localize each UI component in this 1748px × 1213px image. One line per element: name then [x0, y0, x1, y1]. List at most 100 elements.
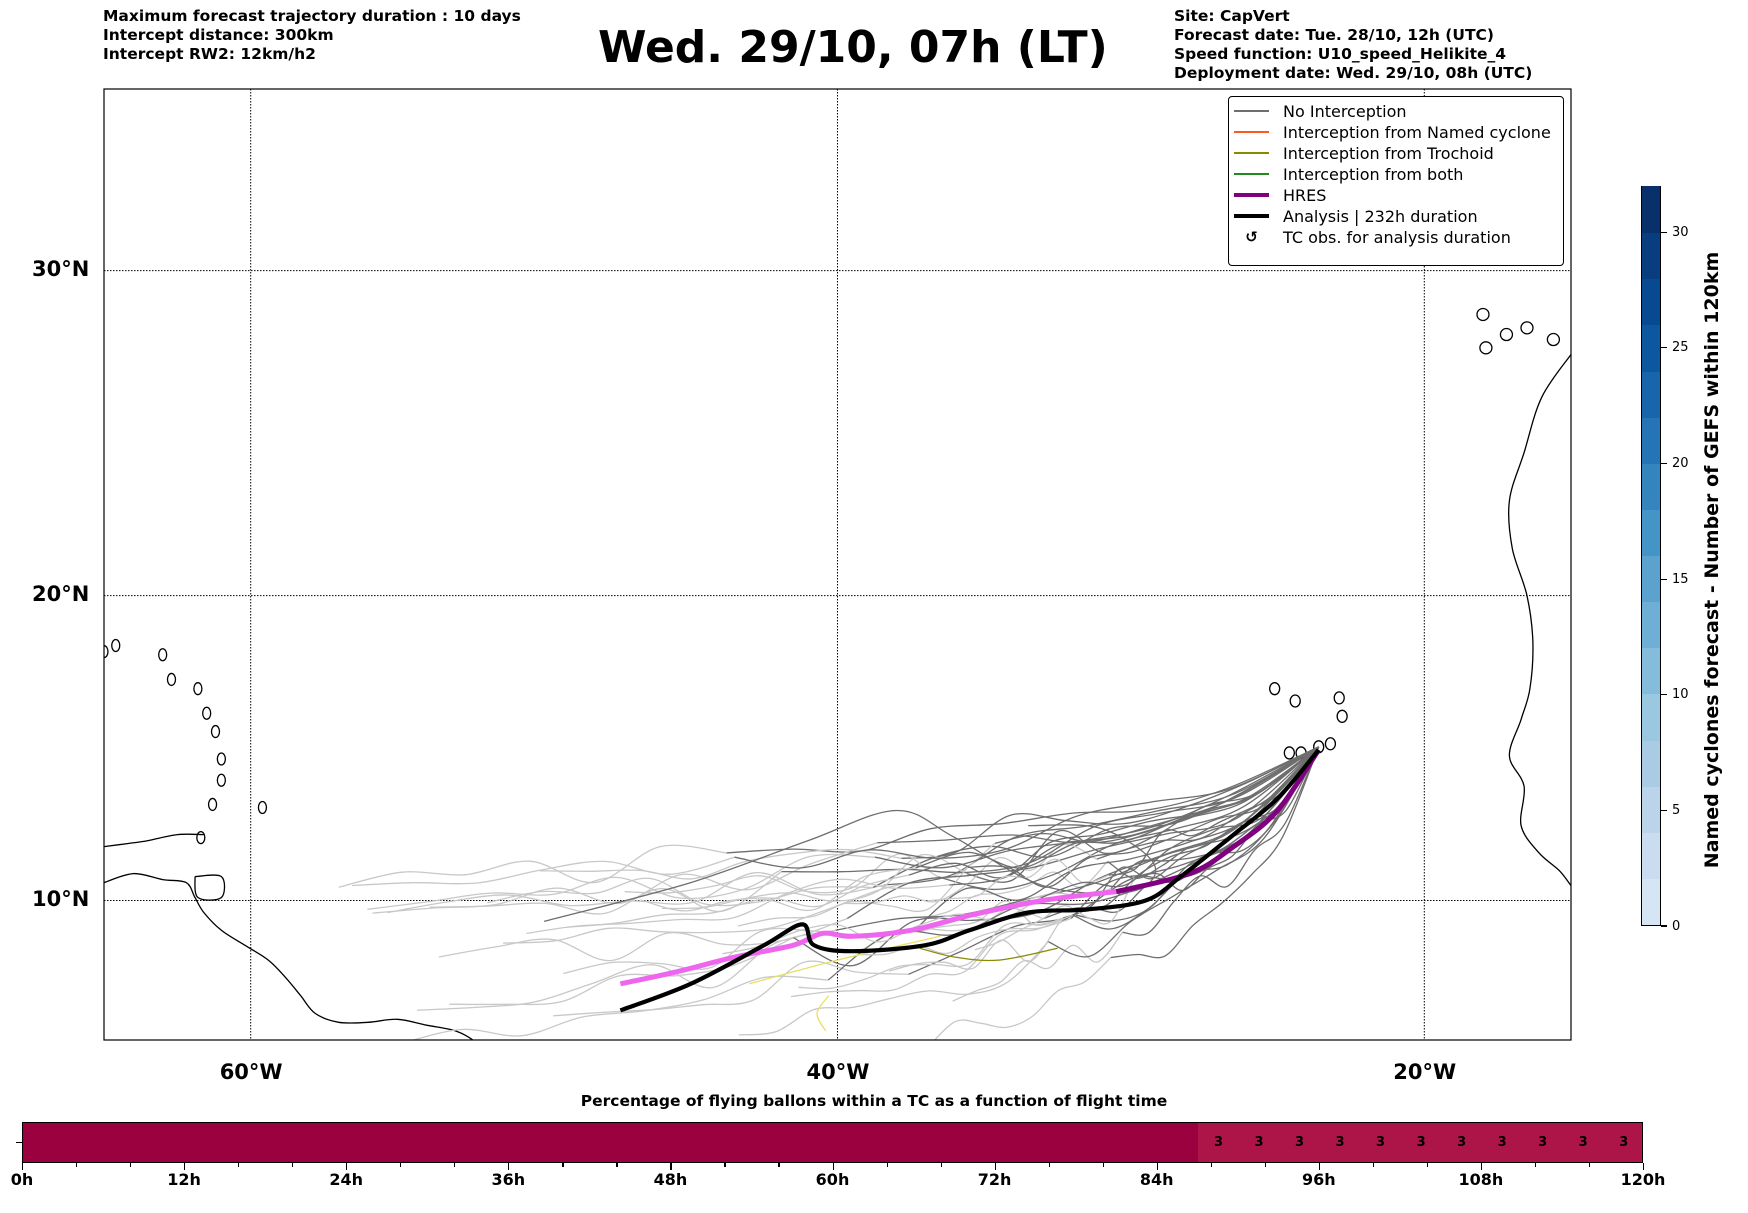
legend-swatch [1234, 152, 1269, 154]
colorbar-tick: 30 [1661, 225, 1689, 240]
lon-label: 60°W [219, 1060, 283, 1084]
time-bar-tick [22, 1163, 24, 1170]
colorbar-segment [1642, 877, 1660, 925]
ensemble-track-far [640, 874, 910, 912]
time-bar-value-label: 3 [1497, 1135, 1507, 1150]
colorbar-tick-label: 10 [1672, 687, 1689, 703]
hres-track-late [619, 889, 1117, 987]
time-bar-tick [400, 1163, 402, 1167]
canary-island [1594, 319, 1606, 331]
colorbar-tick-label: 0 [1672, 918, 1681, 934]
trochoid-track-light [816, 995, 830, 1032]
time-bar-tick [346, 1163, 348, 1170]
ensemble-track-near [734, 746, 1319, 869]
ensemble-track-far [738, 941, 1049, 1036]
canary-island [1499, 327, 1514, 342]
time-bar-value-label: 3 [1457, 1135, 1467, 1150]
legend-label: No Interception [1283, 101, 1407, 121]
colorbar-segment [1642, 554, 1660, 603]
deployment-date-text: Deployment date: Wed. 29/10, 08h (UTC) [1174, 64, 1533, 82]
colorbar-tick-label: 25 [1672, 340, 1689, 356]
time-bar-tick [778, 1163, 780, 1167]
time-bar-tick [1643, 1163, 1645, 1170]
analysis-track [619, 748, 1321, 1013]
forecast-parameters: Maximum forecast trajectory duration : 1… [103, 7, 521, 64]
colorbar-tick: 15 [1661, 572, 1689, 587]
colorbar-segment [1642, 508, 1660, 556]
island [193, 682, 203, 696]
ensemble-track-near [835, 746, 1320, 931]
ensemble-track-far [449, 937, 794, 1006]
legend-item: Interception from Named cyclone [1229, 121, 1551, 143]
cape-verde-island [1333, 691, 1345, 705]
ensemble-track-far [924, 860, 1108, 919]
intercept-distance-text: Intercept distance: 300km [103, 26, 334, 44]
ensemble-track-near [874, 746, 1320, 869]
legend-item: HRES [1229, 184, 1326, 206]
ensemble-track-near [1110, 746, 1320, 959]
time-bar-tick [994, 1163, 996, 1170]
lon-label: 40°W [806, 1060, 870, 1084]
time-bar-tick [1264, 1163, 1266, 1167]
map-legend: No Interception Interception from Named c… [1228, 96, 1564, 266]
legend-line-icon [1234, 193, 1269, 197]
time-bar-tick [832, 1163, 834, 1170]
legend-item: No Interception [1229, 100, 1407, 122]
legend-line-icon [1234, 110, 1269, 112]
legend-label: Interception from both [1283, 164, 1464, 184]
ensemble-track-far [351, 856, 735, 887]
time-bar-tick-label: 36h [491, 1170, 526, 1189]
legend-label: HRES [1283, 185, 1327, 205]
colorbar-segment [1642, 739, 1660, 787]
time-bar-tick [1210, 1163, 1212, 1167]
cape-verde-island [1336, 709, 1348, 723]
time-bar-tick-label: 60h [815, 1170, 850, 1189]
ensemble-loop-track [543, 809, 1157, 923]
time-bar-tick-label: 48h [653, 1170, 688, 1189]
time-bar-tick [1426, 1163, 1429, 1167]
ensemble-track-near [846, 746, 1320, 920]
legend-swatch [1234, 214, 1269, 218]
time-bar-title: Percentage of flying ballons within a TC… [580, 1092, 1168, 1110]
ensemble-track-far [933, 957, 1112, 1040]
island [202, 706, 212, 720]
colorbar-segment [1642, 785, 1660, 833]
ensemble-track-far [487, 877, 874, 907]
ensemble-track-near [915, 746, 1320, 869]
legend-label: Analysis | 232h duration [1283, 206, 1478, 226]
ensemble-track-near [1096, 746, 1320, 860]
legend-line-icon [1234, 173, 1269, 175]
time-bar-tick [1588, 1163, 1591, 1167]
time-bar-tick [130, 1163, 132, 1167]
site-text: Site: CapVert [1174, 7, 1290, 25]
colorbar-segment [1642, 462, 1660, 510]
forecast-date-text: Forecast date: Tue. 28/10, 12h (UTC) [1174, 26, 1495, 44]
time-bar: 3 3 3 3 3 3 3 3 3 3 3 [22, 1122, 1643, 1163]
time-bar-tick [1534, 1163, 1537, 1167]
coastlines [104, 307, 1606, 1040]
colorbar-segment [1642, 646, 1660, 695]
colorbar-segment [1642, 600, 1660, 649]
lat-label: 20°N [32, 581, 90, 606]
island [207, 797, 218, 812]
time-bar-tick-label: 72h [977, 1170, 1012, 1189]
island [216, 752, 227, 766]
speed-function-text: Speed function: U10_speed_Helikite_4 [1174, 45, 1507, 63]
legend-swatch [1234, 173, 1269, 175]
tick-mark [1661, 347, 1667, 349]
time-bar-value-label: 3 [1376, 1135, 1386, 1150]
ensemble-track-far [737, 866, 969, 927]
colorbar-segment [1642, 370, 1660, 418]
map-frame [103, 88, 1572, 1041]
colorbar-segment [1642, 416, 1660, 464]
legend-item: Analysis | 232h duration [1229, 205, 1478, 227]
canary-island [1546, 332, 1561, 347]
coastline-venezuela-north [104, 833, 204, 848]
colorbar-tick-label: 20 [1672, 456, 1689, 471]
island [104, 645, 109, 659]
colorbar-segment [1642, 323, 1660, 372]
tc-obs-marker-icon: ↺ [1245, 228, 1258, 246]
legend-line-icon [1234, 131, 1269, 133]
ensemble-trajectories [338, 746, 1320, 1040]
island [166, 672, 177, 687]
